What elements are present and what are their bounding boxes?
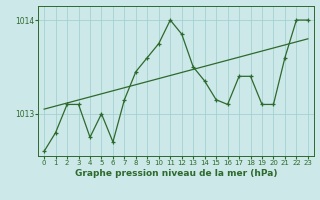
X-axis label: Graphe pression niveau de la mer (hPa): Graphe pression niveau de la mer (hPa) [75,169,277,178]
